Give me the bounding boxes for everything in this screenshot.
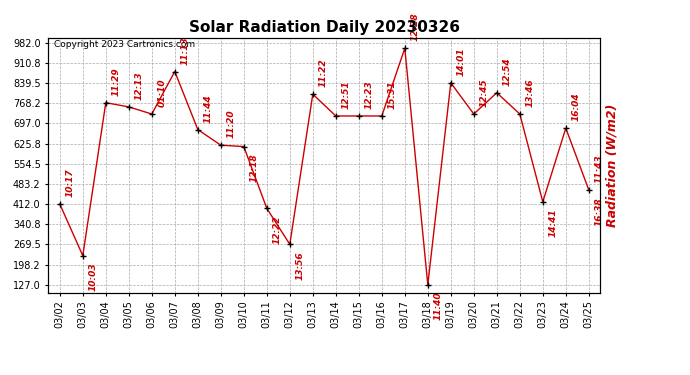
Text: 11:13: 11:13: [180, 36, 189, 64]
Text: 14:01: 14:01: [456, 47, 465, 76]
Text: 11:22: 11:22: [318, 58, 327, 87]
Text: 12:54: 12:54: [502, 57, 511, 86]
Text: 12:13: 12:13: [135, 71, 144, 100]
Text: 12:18: 12:18: [249, 153, 258, 182]
Text: 16:04: 16:04: [571, 93, 580, 121]
Text: 10:03: 10:03: [88, 262, 97, 291]
Text: 10:17: 10:17: [66, 168, 75, 197]
Text: 12:51: 12:51: [342, 80, 351, 109]
Y-axis label: Radiation (W/m2): Radiation (W/m2): [606, 104, 619, 226]
Text: 11:29: 11:29: [111, 67, 120, 96]
Text: 13:46: 13:46: [525, 78, 534, 107]
Title: Solar Radiation Daily 20230326: Solar Radiation Daily 20230326: [189, 20, 460, 35]
Text: 11:43: 11:43: [594, 154, 603, 183]
Text: 12:23: 12:23: [364, 80, 373, 109]
Text: 12:22: 12:22: [273, 215, 282, 244]
Text: 13:56: 13:56: [295, 251, 304, 280]
Text: 12:28: 12:28: [411, 13, 420, 41]
Text: 11:40: 11:40: [433, 292, 442, 320]
Text: 12:45: 12:45: [480, 78, 489, 107]
Text: Copyright 2023 Cartronics.com: Copyright 2023 Cartronics.com: [54, 40, 195, 49]
Text: 11:44: 11:44: [204, 94, 213, 123]
Text: 01:10: 01:10: [157, 78, 166, 107]
Text: 15:31: 15:31: [387, 80, 396, 109]
Text: 16:38: 16:38: [594, 197, 603, 225]
Text: 14:41: 14:41: [549, 209, 558, 237]
Text: 11:20: 11:20: [226, 110, 235, 138]
